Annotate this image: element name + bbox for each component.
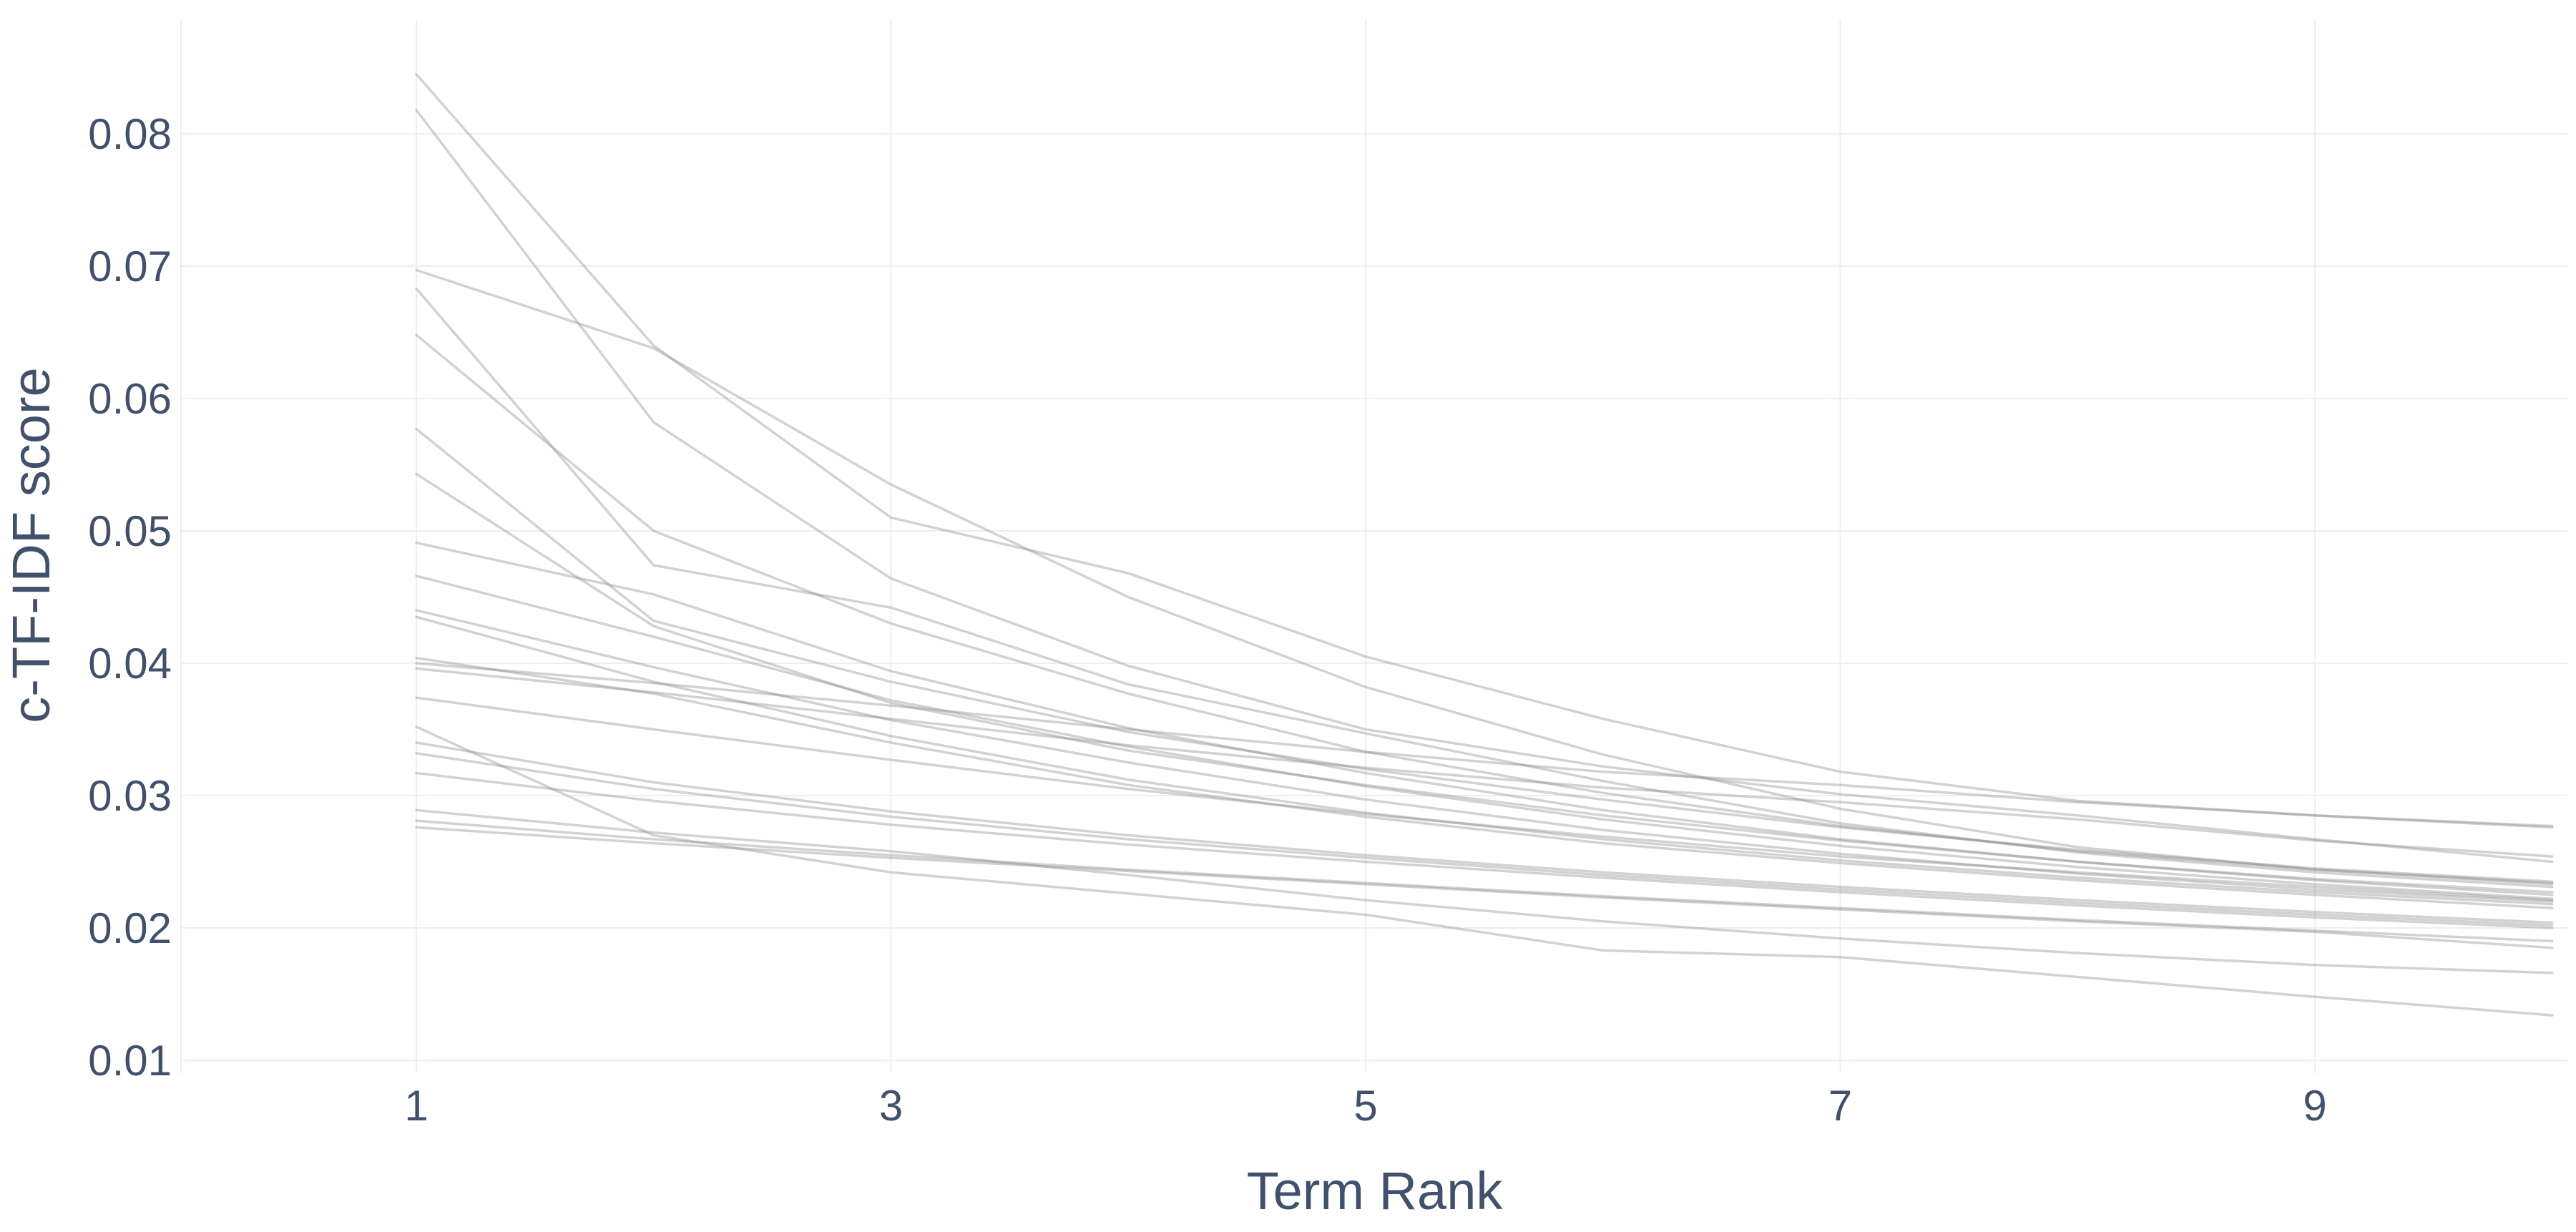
x-tick-label-9: 9 xyxy=(2303,1082,2326,1130)
topic-line-21[interactable] xyxy=(415,819,2554,943)
topic-line-18[interactable] xyxy=(415,752,2554,927)
topic-line-20[interactable] xyxy=(415,808,2554,974)
y-tick-label-0.04: 0.04 xyxy=(88,640,172,688)
x-tick-label-5: 5 xyxy=(1353,1082,1377,1130)
x-axis-title: Term Rank xyxy=(1246,1161,1503,1221)
topic-line-1[interactable] xyxy=(415,73,2554,828)
topic-line-19[interactable] xyxy=(415,771,2554,929)
topic-line-7[interactable] xyxy=(415,472,2554,894)
topic-line-14[interactable] xyxy=(415,667,2554,858)
y-tick-label-0.08: 0.08 xyxy=(88,110,172,158)
topic-line-10[interactable] xyxy=(415,609,2554,903)
topic-line-12[interactable] xyxy=(415,656,2554,909)
y-tick-label-0.05: 0.05 xyxy=(88,507,172,555)
y-tick-label-0.03: 0.03 xyxy=(88,772,172,820)
topic-line-13[interactable] xyxy=(415,662,2554,829)
topic-line-9[interactable] xyxy=(415,575,2554,901)
x-tick-label-7: 7 xyxy=(1828,1082,1852,1130)
topic-line-3[interactable] xyxy=(415,268,2554,886)
y-tick-label-0.01: 0.01 xyxy=(88,1037,172,1085)
y-axis-title: c-TF-IDF score xyxy=(1,367,61,723)
y-tick-label-0.06: 0.06 xyxy=(88,375,172,423)
topic-line-15[interactable] xyxy=(415,696,2554,901)
topic-line-11[interactable] xyxy=(415,615,2554,906)
topic-line-2[interactable] xyxy=(415,108,2554,864)
topic-line-17[interactable] xyxy=(415,741,2554,924)
topic-line-16[interactable] xyxy=(415,725,2554,1017)
x-tick-label-1: 1 xyxy=(404,1082,428,1130)
topic-line-6[interactable] xyxy=(415,427,2554,883)
topic-line-4[interactable] xyxy=(415,287,2554,889)
y-tick-label-0.02: 0.02 xyxy=(88,904,172,952)
topic-line-5[interactable] xyxy=(415,333,2554,884)
topic-line-22[interactable] xyxy=(415,826,2554,949)
topic-line-8[interactable] xyxy=(415,541,2554,896)
y-tick-label-0.07: 0.07 xyxy=(88,243,172,290)
x-tick-label-3: 3 xyxy=(879,1082,903,1130)
